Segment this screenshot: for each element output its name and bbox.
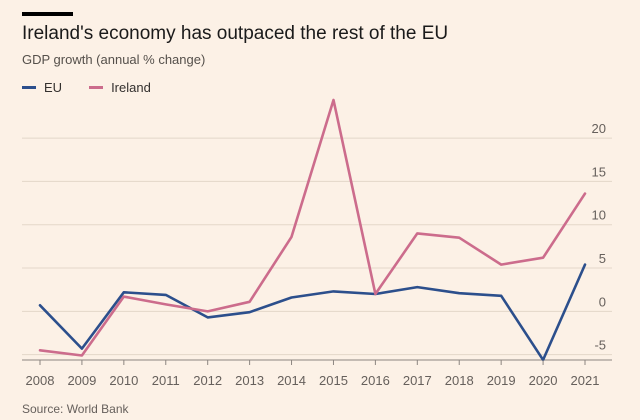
header-accent-bar (22, 12, 73, 16)
source-note: Source: World Bank (22, 402, 129, 416)
legend-label-eu: EU (44, 80, 63, 95)
legend: EU Ireland (22, 80, 178, 95)
legend-item-eu: EU (22, 80, 62, 95)
y-tick-label: 10 (592, 208, 606, 223)
x-tick-label: 2015 (319, 373, 348, 388)
legend-item-ireland: Ireland (89, 80, 151, 95)
y-tick-label: 20 (592, 121, 606, 136)
y-tick-label: 0 (599, 294, 606, 309)
legend-label-ireland: Ireland (111, 80, 151, 95)
x-tick-label: 2017 (403, 373, 432, 388)
x-tick-label: 2018 (445, 373, 474, 388)
legend-swatch-eu (22, 86, 36, 89)
x-tick-label: 2014 (277, 373, 306, 388)
x-tick-label: 2008 (26, 373, 55, 388)
y-tick-label: 15 (592, 164, 606, 179)
x-tick-label: 2021 (571, 373, 600, 388)
x-tick-label: 2020 (529, 373, 558, 388)
legend-swatch-ireland (89, 86, 104, 89)
x-tick-label: 2011 (152, 373, 180, 388)
y-tick-label: 5 (599, 251, 606, 266)
x-tick-label: 2010 (109, 373, 138, 388)
x-tick-label: 2009 (67, 373, 96, 388)
series-line-eu (38, 263, 587, 362)
chart-subtitle: GDP growth (annual % change) (22, 52, 206, 67)
x-tick-label: 2016 (361, 373, 390, 388)
x-tick-label: 2019 (487, 373, 516, 388)
y-tick-label: -5 (594, 338, 606, 353)
x-tick-label: 2012 (193, 373, 222, 388)
series-line-ireland (38, 98, 587, 357)
chart-title: Ireland's economy has outpaced the rest … (22, 23, 449, 44)
x-tick-label: 2013 (235, 373, 264, 388)
